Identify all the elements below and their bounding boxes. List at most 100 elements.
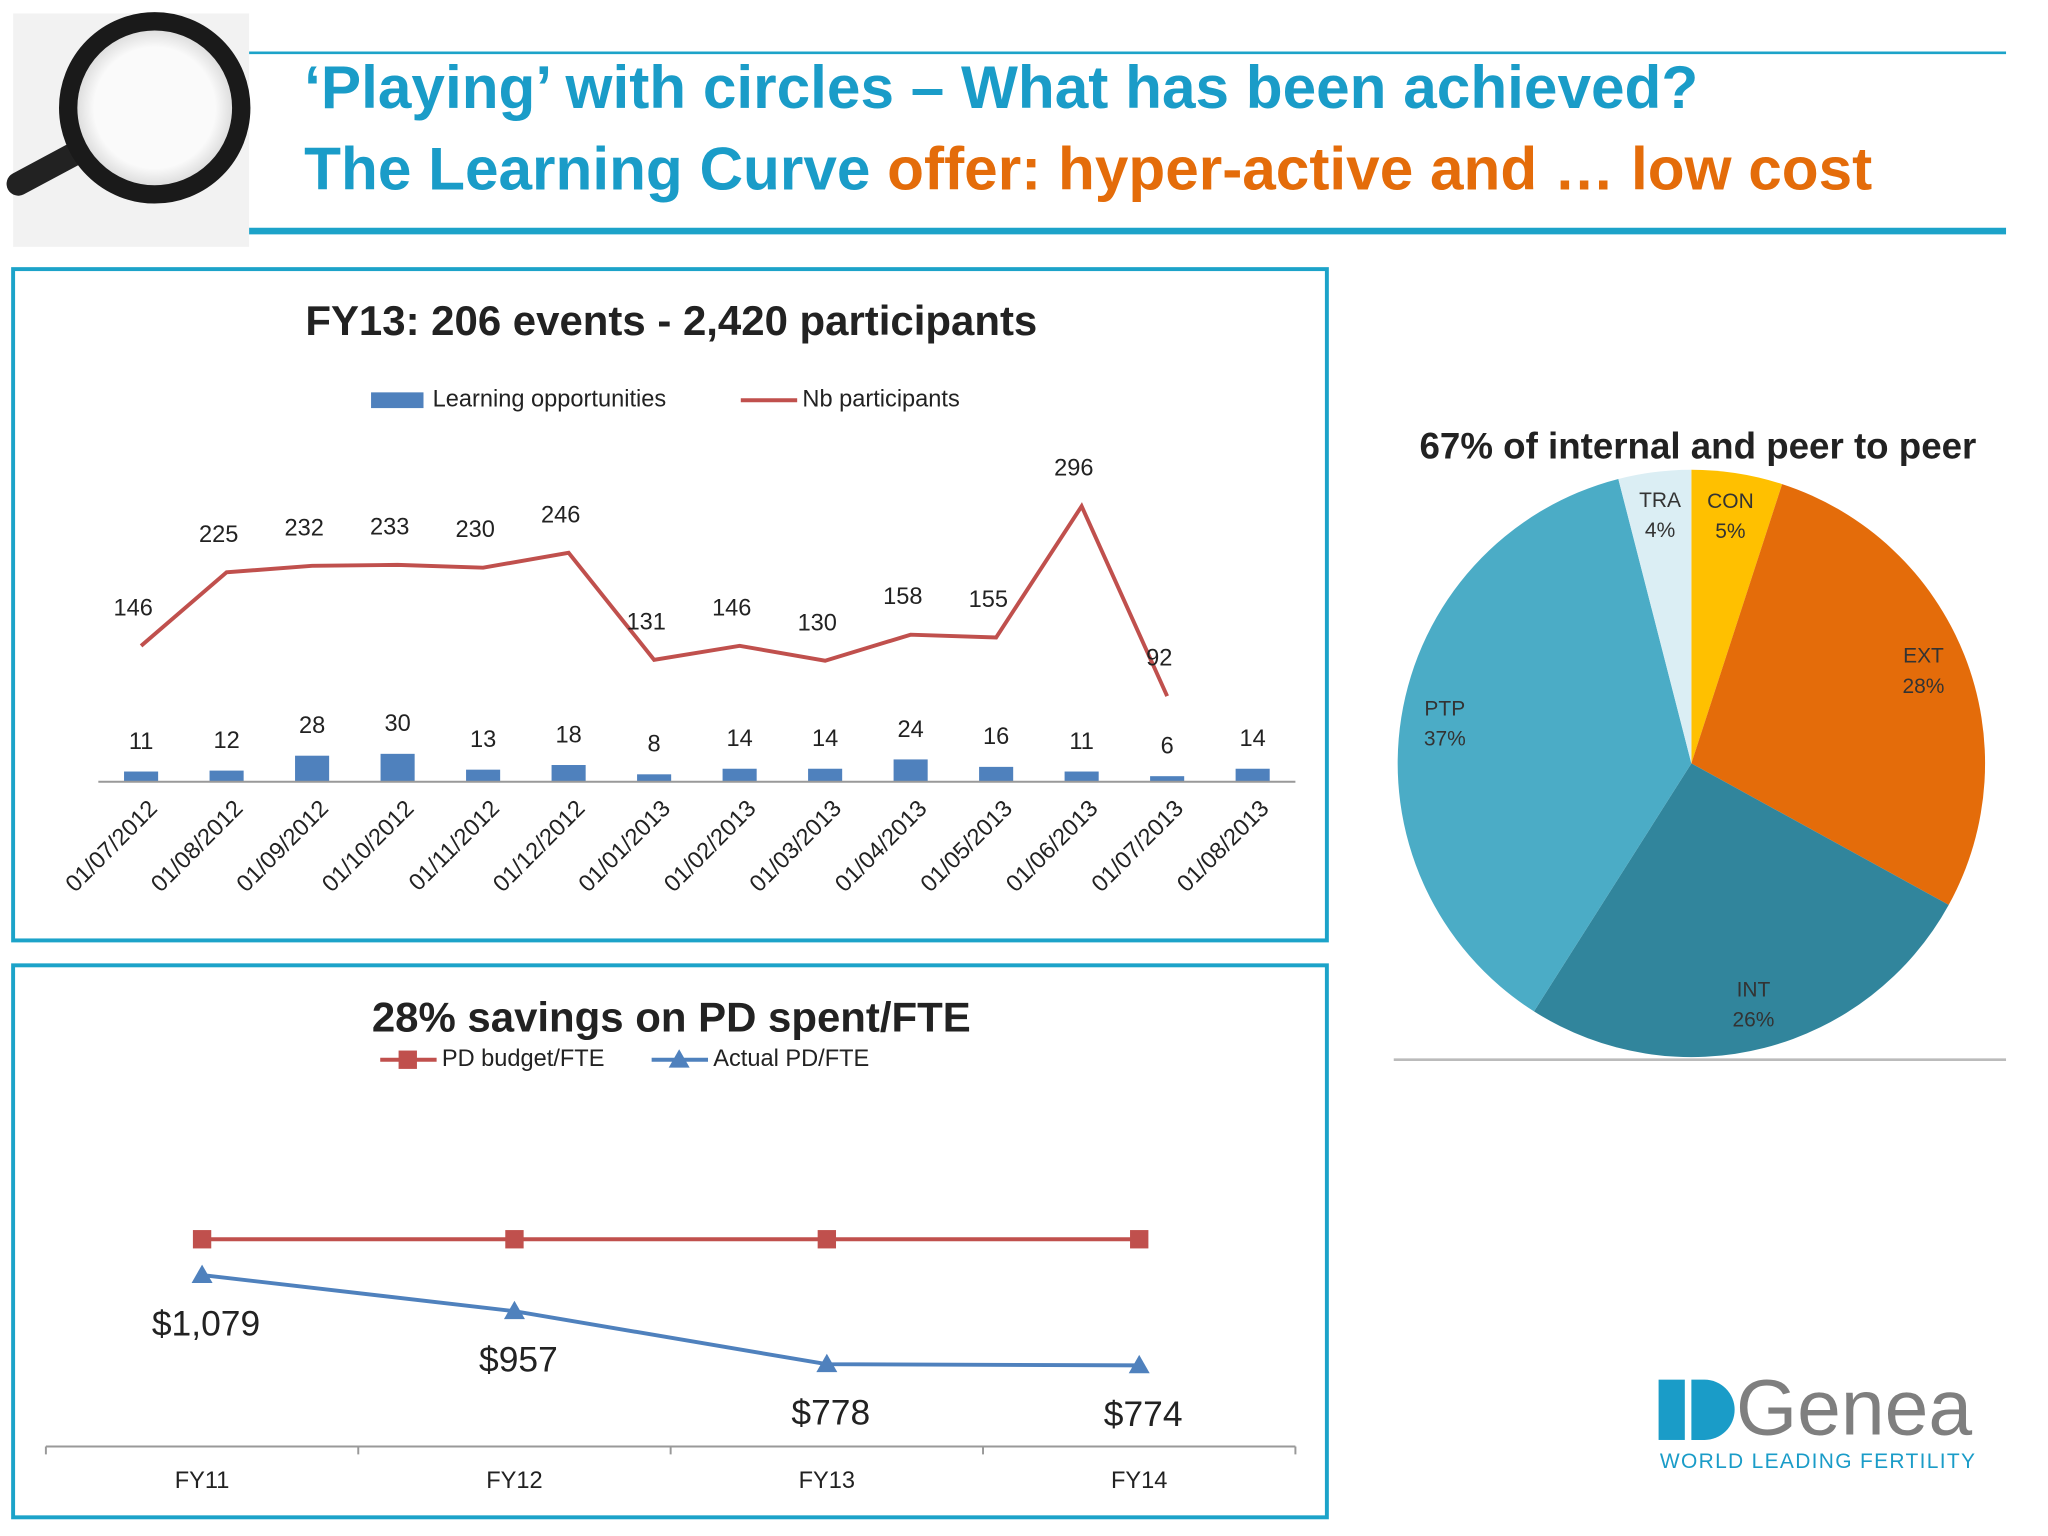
- magnifier-icon: [6, 12, 251, 247]
- pie-slice: [1691, 469, 1783, 764]
- bar: [1064, 771, 1099, 782]
- bar-value-label: 28: [299, 713, 325, 739]
- legend-label: Nb participants: [802, 386, 959, 412]
- legend-swatch: [371, 392, 424, 409]
- bar: [637, 774, 672, 782]
- chart-title: 28% savings on PD spent/FTE: [372, 993, 971, 1040]
- line-value-label: 155: [969, 587, 1008, 613]
- slide-subtitle: The Learning Curve offer: hyper-active a…: [304, 134, 1872, 202]
- x-tick-label: 01/06/2013: [1002, 796, 1104, 898]
- line-value-label: 232: [285, 515, 324, 541]
- bar: [124, 771, 159, 782]
- value-label: $774: [1104, 1394, 1183, 1434]
- bar: [1150, 776, 1185, 782]
- pie-slice: [1618, 469, 1692, 764]
- point-marker: [191, 1264, 213, 1283]
- bar: [808, 768, 843, 782]
- line-value-label: 92: [1146, 646, 1172, 672]
- x-tick-label: FY11: [175, 1468, 230, 1494]
- point-marker: [503, 1300, 525, 1320]
- value-label: $1,079: [152, 1304, 260, 1344]
- line-value-label: 296: [1054, 456, 1093, 482]
- x-tick-label: 01/09/2012: [232, 796, 334, 898]
- series-line: [201, 1273, 1140, 1368]
- bar-value-label: 14: [726, 726, 752, 752]
- bar: [722, 768, 757, 782]
- point-marker: [1128, 1354, 1150, 1374]
- line-value-label: 233: [370, 514, 409, 540]
- bar-value-label: 11: [1069, 729, 1094, 755]
- line-value-label: 246: [541, 502, 580, 528]
- bar-value-label: 16: [983, 724, 1009, 750]
- bar-value-label: 24: [898, 717, 924, 743]
- logo: Genea WORLD LEADING FERTILITY: [1658, 1364, 1975, 1473]
- slice-value-label: 4%: [1645, 519, 1675, 542]
- legend-label: Actual PD/FTE: [713, 1046, 869, 1072]
- bar-value-label: 12: [213, 728, 239, 754]
- point-marker: [1130, 1230, 1149, 1249]
- line-value-label: 131: [627, 609, 666, 635]
- bar-value-label: 13: [470, 727, 496, 753]
- point-marker: [816, 1353, 838, 1373]
- bar: [466, 769, 501, 782]
- line-value-label: 158: [883, 584, 922, 610]
- subtitle-blue: The Learning Curve: [304, 134, 870, 202]
- pie-slice: [1534, 763, 1949, 1058]
- bar: [979, 766, 1014, 782]
- point-marker: [817, 1230, 837, 1249]
- chart-title: 67% of internal and peer to peer: [1420, 425, 1977, 466]
- bar: [380, 753, 415, 782]
- line-value-label: 146: [712, 595, 751, 621]
- slice-value-label: 37%: [1424, 728, 1466, 751]
- bar-value-label: 8: [648, 732, 661, 758]
- x-tick-label: 01/10/2012: [317, 796, 419, 898]
- bar-value-label: 6: [1161, 734, 1174, 760]
- x-tick-label: 01/07/2012: [61, 796, 163, 898]
- slice-label: PTP: [1424, 697, 1465, 720]
- slice-label: TRA: [1639, 489, 1681, 512]
- x-tick-label: 01/05/2013: [916, 796, 1018, 898]
- bar: [209, 770, 244, 782]
- chart-frame: [11, 267, 1329, 943]
- legend-label: PD budget/FTE: [442, 1046, 605, 1072]
- x-tick-label: 01/08/2012: [146, 796, 248, 898]
- x-tick-label: 01/12/2012: [488, 796, 590, 898]
- point-marker: [192, 1230, 212, 1249]
- logo-name: Genea: [1736, 1364, 1972, 1452]
- line-value-label: 130: [798, 610, 837, 636]
- chart-frame: [11, 963, 1329, 1520]
- point-marker: [505, 1230, 524, 1249]
- pie-slice: [1397, 478, 1692, 1012]
- line-value-label: 146: [114, 595, 153, 621]
- legend-label: Learning opportunities: [433, 386, 666, 412]
- slide-title: ‘Playing’ with circles – What has been a…: [304, 53, 1698, 121]
- x-tick-label: FY13: [799, 1468, 855, 1494]
- legend-marker: [668, 1049, 690, 1068]
- x-tick-label: 01/04/2013: [831, 796, 933, 898]
- x-tick-label: FY12: [486, 1468, 542, 1494]
- x-tick-label: 01/08/2013: [1173, 796, 1275, 898]
- value-label: $957: [479, 1340, 558, 1380]
- value-label: $778: [791, 1393, 870, 1433]
- line-value-label: 225: [199, 522, 238, 548]
- slice-label: INT: [1737, 978, 1771, 1001]
- x-tick-label: 01/03/2013: [745, 796, 847, 898]
- bar-value-label: 11: [129, 729, 154, 755]
- chart-title: FY13: 206 events - 2,420 participants: [305, 297, 1037, 344]
- bar: [295, 755, 330, 782]
- bar-value-label: 30: [384, 711, 410, 737]
- slice-value-label: 26%: [1732, 1008, 1774, 1031]
- x-tick-label: 01/02/2013: [659, 796, 761, 898]
- slice-value-label: 28%: [1902, 675, 1944, 698]
- x-tick-label: 01/01/2013: [574, 796, 676, 898]
- x-tick-label: FY14: [1111, 1468, 1167, 1494]
- bar: [551, 765, 586, 782]
- bar-value-label: 14: [812, 726, 838, 752]
- x-tick-label: 01/07/2013: [1087, 796, 1189, 898]
- slice-label: EXT: [1903, 645, 1944, 668]
- slice-label: CON: [1707, 490, 1754, 513]
- line-value-label: 230: [456, 517, 495, 543]
- bar: [893, 759, 928, 782]
- legend-marker: [398, 1050, 417, 1069]
